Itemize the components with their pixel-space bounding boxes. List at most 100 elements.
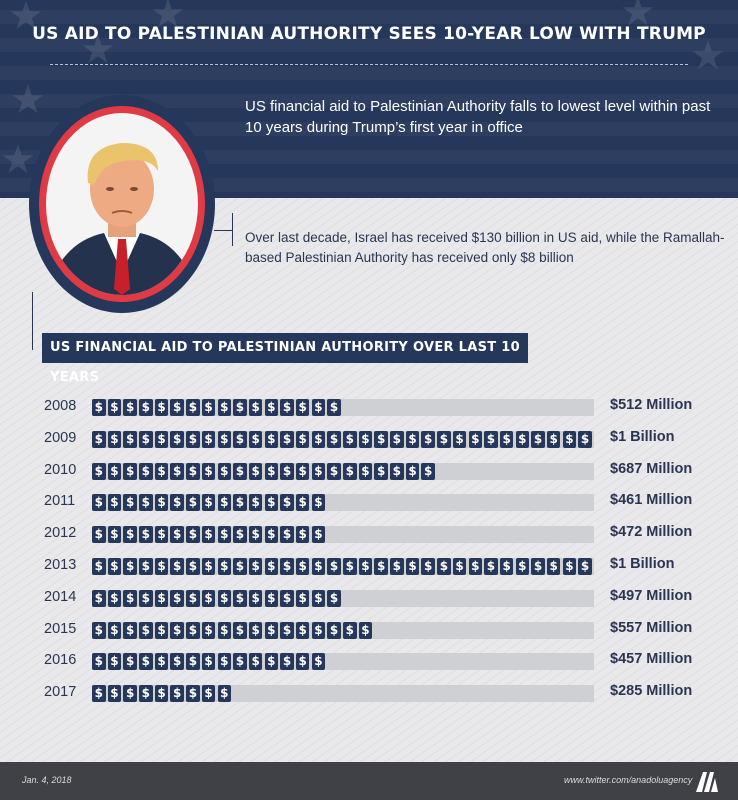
star-icon: ★ bbox=[150, 0, 186, 37]
bar: $ $ $ $ $ $ $ $ $ $ $ $ $ $ $ bbox=[92, 653, 328, 671]
dollar-coin-icon: $ bbox=[92, 526, 106, 544]
dollar-coin-icon: $ bbox=[123, 462, 137, 480]
dollar-coin-icon: $ bbox=[327, 399, 341, 416]
dollar-coin-icon: $ bbox=[248, 621, 263, 639]
dollar-coin-icon: $ bbox=[374, 558, 388, 575]
page-subtitle: US financial aid to Palestinian Authorit… bbox=[245, 98, 711, 136]
dollar-coin-icon: $ bbox=[327, 621, 341, 639]
dollar-coin-icon: $ bbox=[107, 399, 122, 416]
star-icon: ★ bbox=[8, 0, 44, 39]
dollar-coin-icon: $ bbox=[546, 430, 561, 448]
dollar-coin-icon: $ bbox=[264, 399, 279, 416]
dollar-coin-icon: $ bbox=[154, 653, 169, 671]
year-label: 2010 bbox=[44, 461, 77, 478]
dollar-coin-icon: $ bbox=[186, 430, 200, 448]
value-label: $285 Million bbox=[610, 683, 693, 700]
dollar-coin-icon: $ bbox=[343, 430, 357, 448]
dollar-coin-icon: $ bbox=[311, 430, 326, 448]
star-icon: ★ bbox=[10, 77, 46, 123]
bar: $ $ $ $ $ $ $ $ $ bbox=[92, 685, 233, 703]
dollar-coin-icon: $ bbox=[217, 621, 231, 639]
dollar-coin-icon: $ bbox=[107, 526, 122, 544]
dollar-coin-icon: $ bbox=[107, 685, 122, 703]
dollar-coin-icon: $ bbox=[562, 430, 577, 448]
dollar-coin-icon: $ bbox=[217, 589, 231, 607]
dollar-coin-icon: $ bbox=[437, 558, 451, 575]
dollar-coin-icon: $ bbox=[154, 430, 169, 448]
dollar-coin-icon: $ bbox=[217, 462, 231, 480]
chart-title: US FINANCIAL AID TO PALESTINIAN AUTHORIT… bbox=[42, 333, 528, 385]
dollar-coin-icon: $ bbox=[201, 621, 216, 639]
dollar-coin-icon: $ bbox=[170, 462, 184, 480]
dollar-coin-icon: $ bbox=[468, 430, 482, 448]
dollar-coin-icon: $ bbox=[295, 399, 310, 416]
value-label: $497 Million bbox=[610, 587, 693, 604]
value-label: $557 Million bbox=[610, 619, 693, 636]
dollar-coin-icon: $ bbox=[531, 558, 545, 575]
dollar-coin-icon: $ bbox=[264, 621, 279, 639]
dollar-coin-icon: $ bbox=[92, 653, 106, 671]
dollar-coin-icon: $ bbox=[201, 558, 216, 575]
dollar-coin-icon: $ bbox=[201, 399, 216, 416]
dollar-coin-icon: $ bbox=[264, 653, 279, 671]
dollar-coin-icon: $ bbox=[358, 558, 373, 575]
dollar-coin-icon: $ bbox=[343, 621, 357, 639]
dollar-coin-icon: $ bbox=[358, 621, 373, 639]
dollar-coin-icon: $ bbox=[139, 494, 153, 512]
dollar-coin-icon: $ bbox=[154, 589, 169, 607]
twitter-link[interactable]: www.twitter.com/anadoluagency bbox=[564, 775, 693, 785]
dollar-coin-icon: $ bbox=[264, 430, 279, 448]
dollar-coin-icon: $ bbox=[295, 558, 310, 575]
dollar-coin-icon: $ bbox=[201, 653, 216, 671]
chart-row: 2012 $ $ $ $ $ $ $ $ $ $ $ $ $ $ $ $472 Million bbox=[0, 519, 738, 549]
dollar-coin-icon: $ bbox=[484, 558, 498, 575]
dollar-coin-icon: $ bbox=[123, 589, 137, 607]
dollar-coin-icon: $ bbox=[233, 558, 247, 575]
dollar-coin-icon: $ bbox=[154, 462, 169, 480]
year-label: 2015 bbox=[44, 620, 77, 637]
dollar-coin-icon: $ bbox=[437, 430, 451, 448]
dollar-coin-icon: $ bbox=[264, 558, 279, 575]
bar: $ $ $ $ $ $ $ $ $ $ $ $ $ $ $ bbox=[92, 526, 328, 544]
dollar-coin-icon: $ bbox=[123, 430, 137, 448]
dollar-coin-icon: $ bbox=[139, 430, 153, 448]
star-icon: ★ bbox=[690, 33, 726, 79]
dollar-coin-icon: $ bbox=[170, 589, 184, 607]
dollar-coin-icon: $ bbox=[421, 430, 435, 448]
dollar-coin-icon: $ bbox=[92, 494, 106, 512]
dollar-coin-icon: $ bbox=[92, 589, 106, 607]
dollar-coin-icon: $ bbox=[248, 494, 263, 512]
dollar-coin-icon: $ bbox=[295, 526, 310, 544]
dollar-coin-icon: $ bbox=[170, 558, 184, 575]
dollar-coin-icon: $ bbox=[123, 621, 137, 639]
dollar-coin-icon: $ bbox=[311, 621, 326, 639]
dollar-coin-icon: $ bbox=[92, 399, 106, 416]
dollar-coin-icon: $ bbox=[170, 399, 184, 416]
dollar-coin-icon: $ bbox=[405, 430, 420, 448]
dollar-coin-icon: $ bbox=[123, 399, 137, 416]
dollar-coin-icon: $ bbox=[327, 589, 341, 607]
dollar-coin-icon: $ bbox=[201, 494, 216, 512]
connector-line bbox=[232, 213, 233, 246]
dollar-coin-icon: $ bbox=[170, 685, 184, 703]
dollar-coin-icon: $ bbox=[107, 558, 122, 575]
chart-row: 2009 $ $ $ $ $ $ $ $ $ $ $ $ $ $ $ $ $ $ $ $ $ $ $ $ $ $ $ $ $ $ $ $ $1 B… bbox=[0, 424, 738, 454]
dollar-coin-icon: $ bbox=[280, 526, 294, 544]
dollar-coin-icon: $ bbox=[280, 494, 294, 512]
dollar-coin-icon: $ bbox=[311, 653, 326, 671]
dollar-coin-icon: $ bbox=[139, 653, 153, 671]
dollar-coin-icon: $ bbox=[233, 653, 247, 671]
dollar-coin-icon: $ bbox=[201, 526, 216, 544]
chart-row: 2011 $ $ $ $ $ $ $ $ $ $ $ $ $ $ $ $461 Million bbox=[0, 487, 738, 517]
dollar-coin-icon: $ bbox=[217, 685, 231, 703]
dollar-coin-icon: $ bbox=[421, 558, 435, 575]
dollar-coin-icon: $ bbox=[515, 430, 530, 448]
dollar-coin-icon: $ bbox=[515, 558, 530, 575]
bar: $ $ $ $ $ $ $ $ $ $ $ $ $ $ $ $ bbox=[92, 399, 343, 416]
dollar-coin-icon: $ bbox=[264, 494, 279, 512]
dollar-coin-icon: $ bbox=[390, 430, 404, 448]
dollar-coin-icon: $ bbox=[92, 558, 106, 575]
dollar-coin-icon: $ bbox=[248, 589, 263, 607]
dollar-coin-icon: $ bbox=[248, 653, 263, 671]
dollar-coin-icon: $ bbox=[186, 494, 200, 512]
